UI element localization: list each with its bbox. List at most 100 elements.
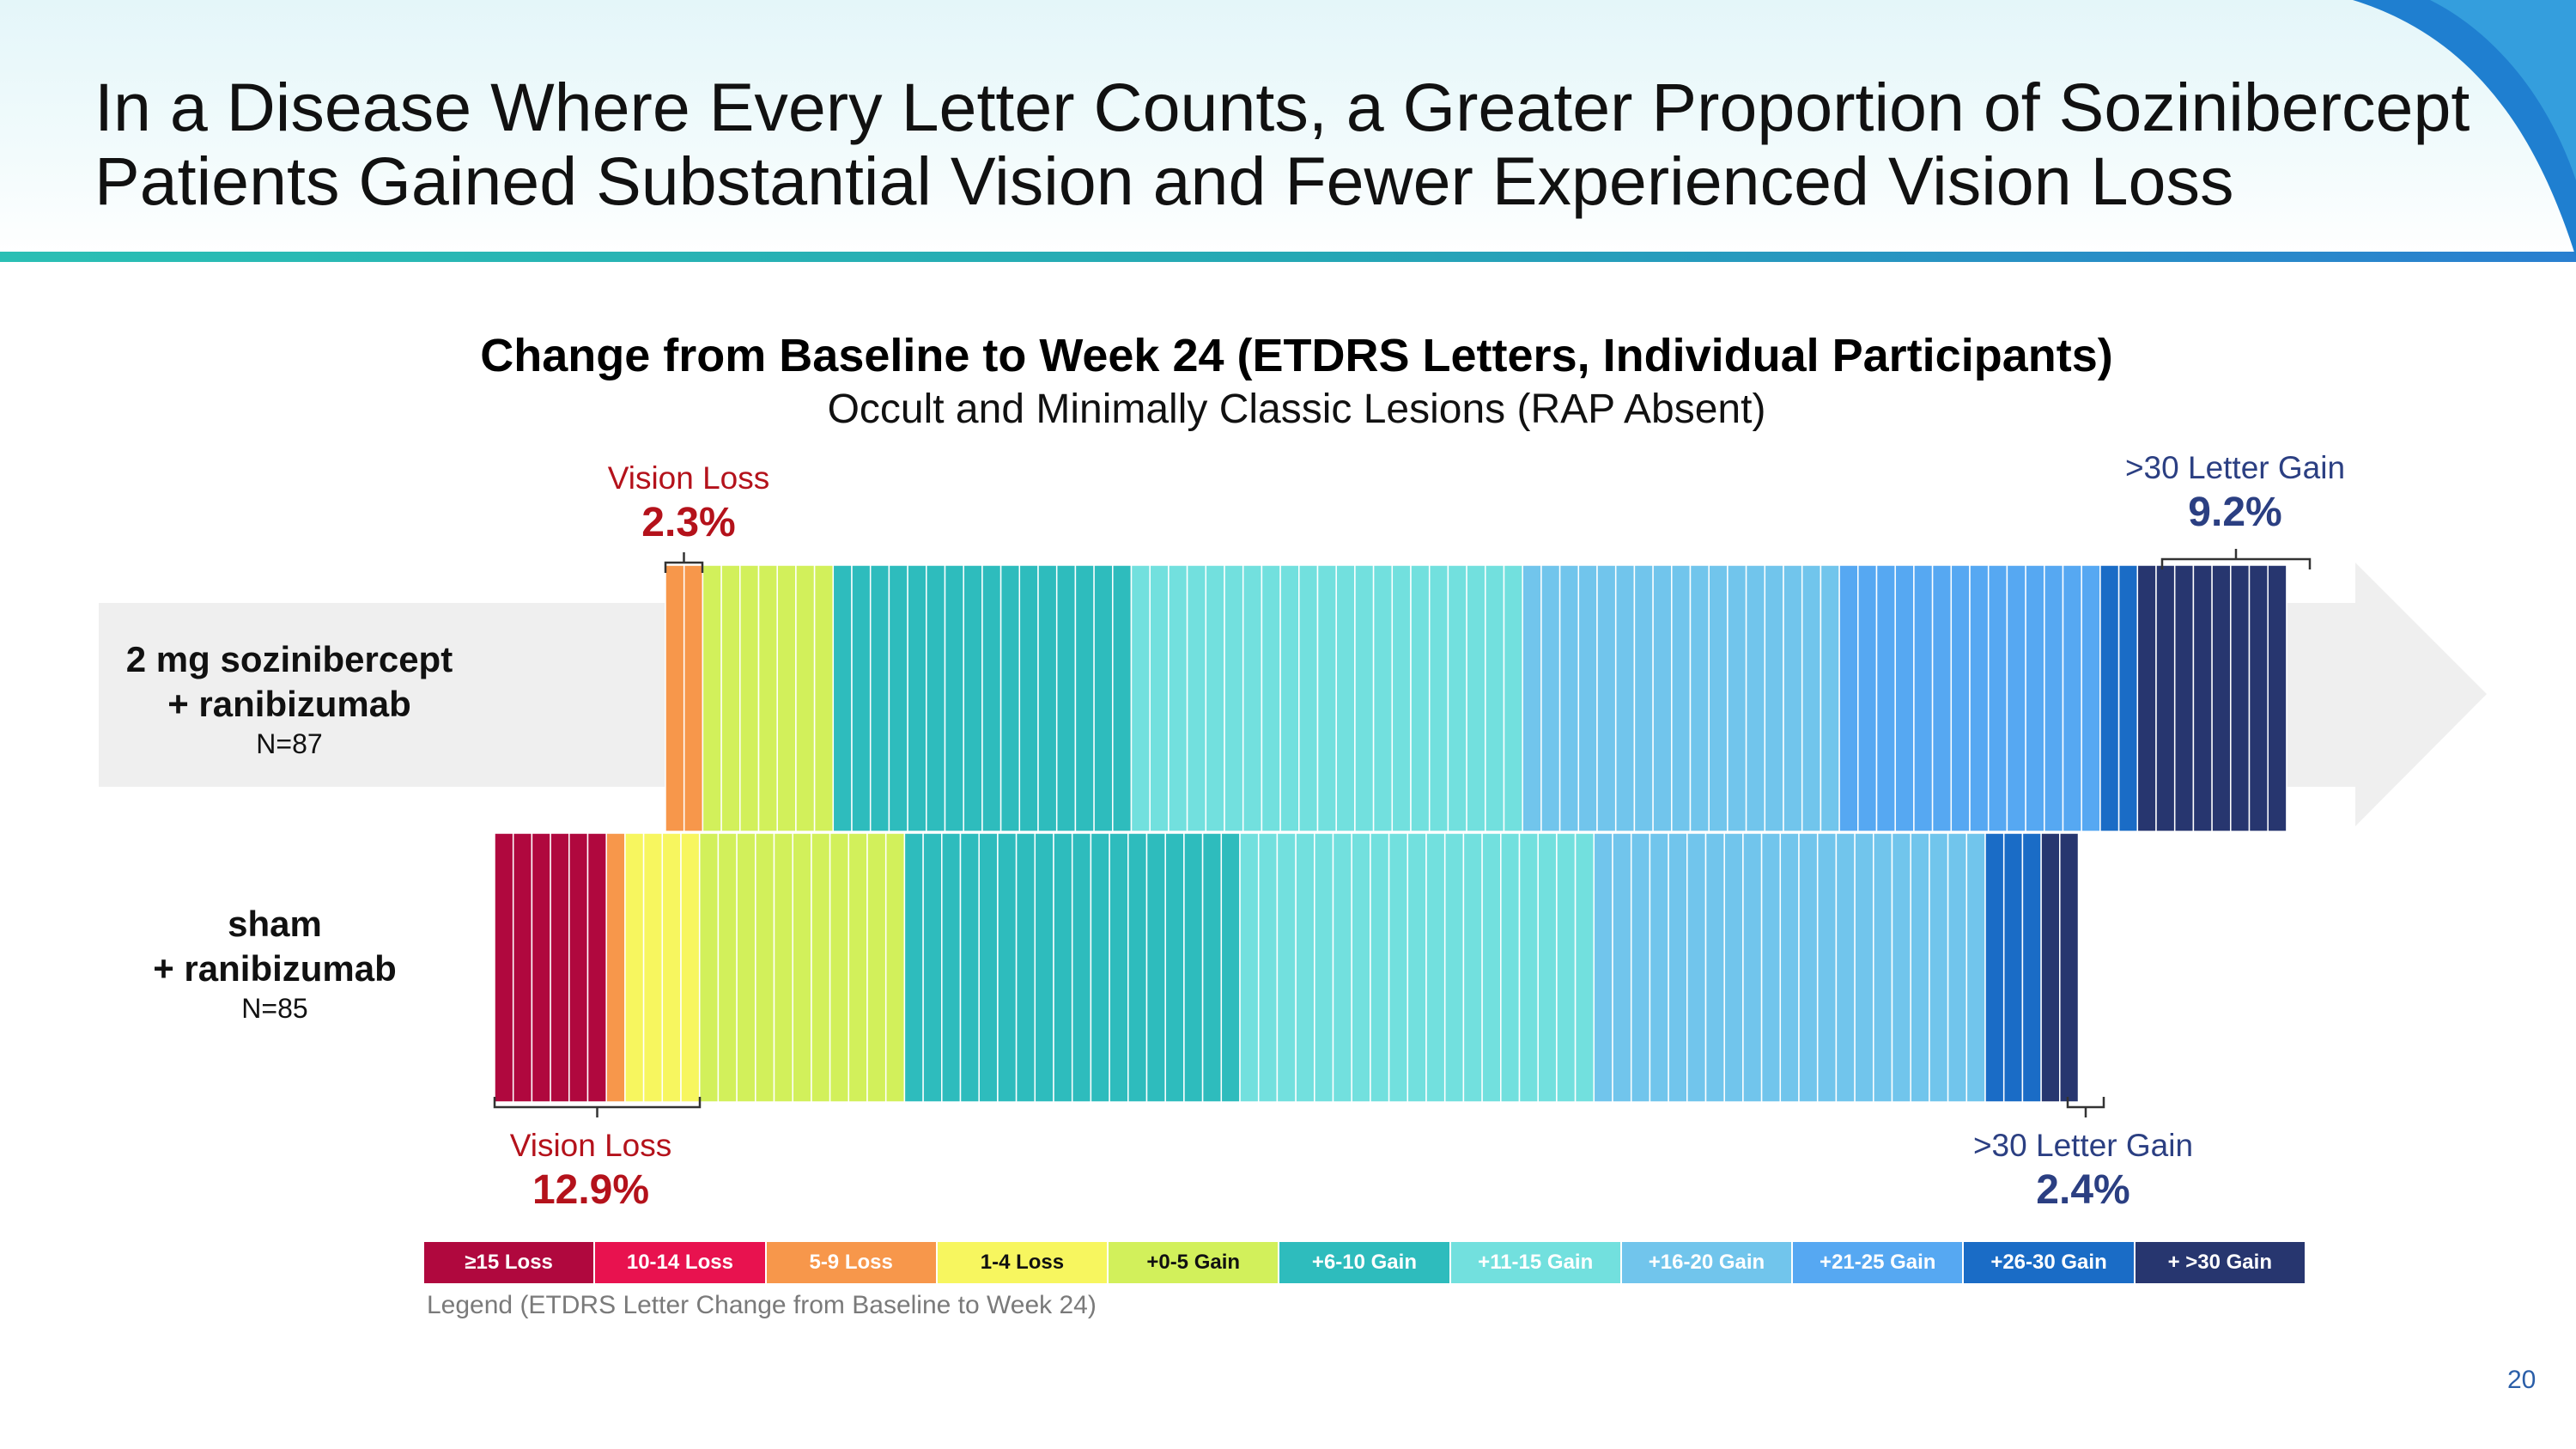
participant-bar xyxy=(1372,564,1394,832)
corner-swoosh xyxy=(2353,0,2576,258)
participant-bar xyxy=(2117,564,2139,832)
participant-bar xyxy=(1351,832,1371,1103)
row-label-sozinibercept: 2 mg sozinibercept + ranibizumab N=87 xyxy=(92,637,487,761)
header-rule xyxy=(0,252,2576,262)
participant-bar xyxy=(1164,832,1185,1103)
participant-bar xyxy=(1205,564,1225,832)
participant-bar xyxy=(1257,832,1279,1103)
participant-bar xyxy=(2230,564,2251,832)
participant-bar xyxy=(1276,832,1297,1103)
participant-bar xyxy=(512,832,533,1103)
participant-bar xyxy=(2059,832,2080,1103)
participant-bar xyxy=(1727,564,1747,832)
participant-bar xyxy=(1055,564,1077,832)
participant-bar xyxy=(2192,564,2213,832)
annotation-percent: 2.4% xyxy=(2036,1167,2130,1213)
participant-bar xyxy=(792,832,812,1103)
participant-bar xyxy=(531,832,551,1103)
participant-bar xyxy=(959,832,980,1103)
participant-bar xyxy=(1090,832,1110,1103)
participant-bar xyxy=(963,564,983,832)
participant-bar xyxy=(869,564,890,832)
row-label-sham: sham + ranibizumab N=85 xyxy=(77,902,472,1026)
participant-bar xyxy=(717,832,738,1103)
participant-bar xyxy=(1630,832,1651,1103)
participant-bar xyxy=(605,832,626,1103)
participant-bar xyxy=(1481,832,1502,1103)
participant-bar xyxy=(2136,564,2157,832)
bottom-vision-loss-annotation: Vision Loss 12.9% xyxy=(419,1127,762,1216)
participant-bar xyxy=(1873,832,1893,1103)
participant-bar xyxy=(1443,832,1465,1103)
legend-item: ≥15 Loss xyxy=(424,1242,596,1283)
participant-bar xyxy=(1965,832,1986,1103)
participant-bar xyxy=(1354,564,1375,832)
participant-bar xyxy=(568,832,589,1103)
participant-bar xyxy=(661,832,682,1103)
participant-bar xyxy=(1466,564,1486,832)
participant-bar xyxy=(888,564,908,832)
participant-bar xyxy=(1053,832,1073,1103)
chart-title: Change from Baseline to Week 24 (ETDRS L… xyxy=(480,330,2113,381)
top-gain-bracket xyxy=(2160,549,2312,569)
participant-bar xyxy=(1186,564,1207,832)
participant-bar xyxy=(1242,564,1263,832)
participant-bar xyxy=(2021,832,2042,1103)
participant-bar xyxy=(903,832,924,1103)
participant-bar xyxy=(997,832,1018,1103)
bottom-gain-bracket xyxy=(2066,1097,2105,1117)
participant-bar xyxy=(1891,832,1911,1103)
annotation-percent: 12.9% xyxy=(532,1167,650,1213)
slide-title: In a Disease Where Every Letter Counts, … xyxy=(94,70,2482,218)
participant-bar xyxy=(2025,564,2045,832)
row-label-n: N=87 xyxy=(256,728,323,759)
participant-bar xyxy=(1913,564,1934,832)
participant-bar xyxy=(1614,564,1636,832)
annotation-label: Vision Loss xyxy=(509,1128,672,1163)
participant-bar xyxy=(1910,832,1930,1103)
participant-bar xyxy=(755,832,775,1103)
participant-bar xyxy=(829,832,850,1103)
participant-bar xyxy=(922,832,943,1103)
participant-bar xyxy=(698,832,720,1103)
participant-bar xyxy=(2099,564,2120,832)
participant-bar xyxy=(1503,564,1523,832)
participant-bar xyxy=(1633,564,1654,832)
participant-bar xyxy=(1410,564,1431,832)
participant-bar xyxy=(2081,564,2101,832)
participant-bar xyxy=(1593,832,1613,1103)
participant-bar xyxy=(1018,564,1039,832)
participant-bar xyxy=(665,564,685,832)
participant-bar xyxy=(1745,564,1766,832)
participant-bar xyxy=(795,564,816,832)
participant-bar xyxy=(1034,832,1054,1103)
participant-bar xyxy=(1764,564,1784,832)
row-label-line1: 2 mg sozinibercept xyxy=(125,639,453,679)
participant-bar xyxy=(2248,564,2269,832)
participant-bar xyxy=(1596,564,1617,832)
participant-bar xyxy=(776,564,797,832)
participant-bar xyxy=(624,832,645,1103)
participant-bar xyxy=(1969,564,1990,832)
annotation-percent: 2.3% xyxy=(641,500,736,545)
participant-bar xyxy=(1577,564,1598,832)
legend-item: 5-9 Loss xyxy=(766,1242,938,1283)
participant-bar xyxy=(1298,564,1319,832)
legend-item: +6-10 Gain xyxy=(1279,1242,1451,1283)
participant-bar xyxy=(1820,564,1840,832)
slide-header xyxy=(0,0,2576,258)
participant-bar xyxy=(1742,832,1763,1103)
participant-bar xyxy=(550,832,570,1103)
participant-bar xyxy=(941,832,962,1103)
participant-bar xyxy=(1801,564,1822,832)
participant-bar xyxy=(586,832,607,1103)
participant-bar xyxy=(1295,832,1315,1103)
chart-subtitle: Occult and Minimally Classic Lesions (RA… xyxy=(827,387,1766,432)
participant-bar xyxy=(1875,564,1896,832)
participant-bar xyxy=(1168,564,1188,832)
participant-bar xyxy=(1894,564,1915,832)
participant-bar xyxy=(1130,564,1151,832)
legend-item: +0-5 Gain xyxy=(1109,1242,1280,1283)
participant-bar xyxy=(1428,564,1449,832)
